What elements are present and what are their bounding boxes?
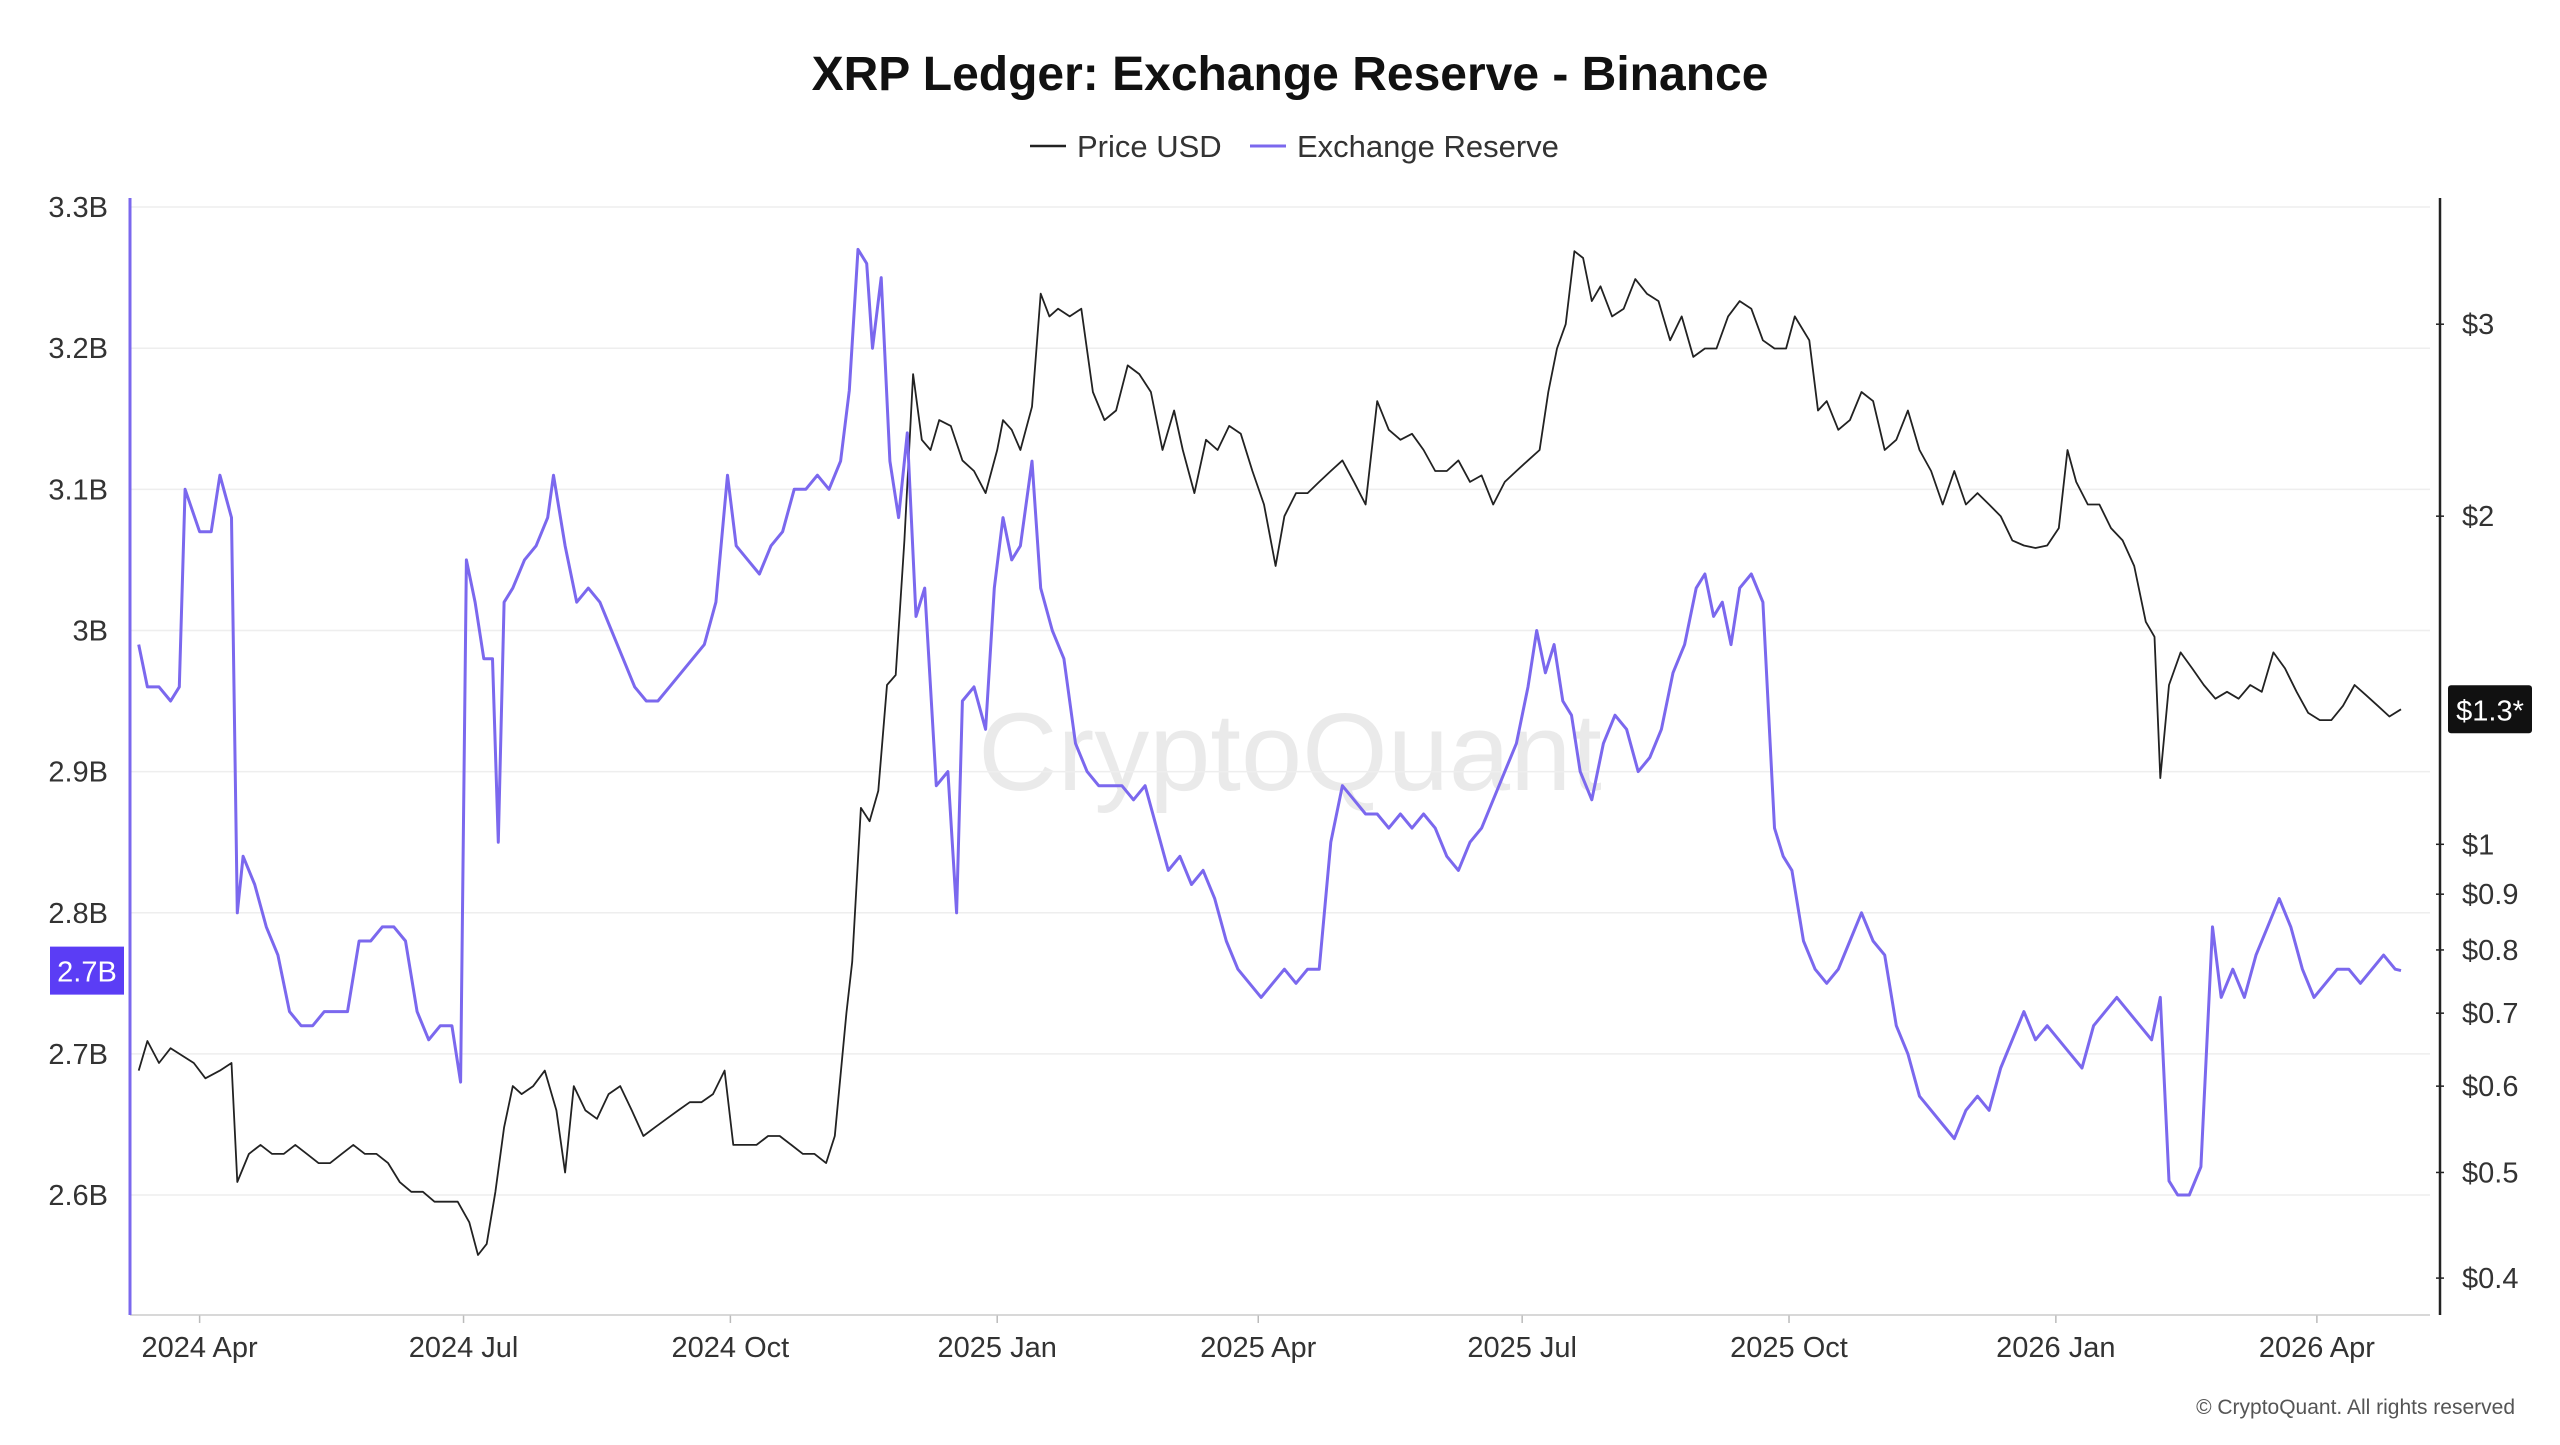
y-left-tick-label: 2.8B (48, 898, 108, 930)
grid (130, 206, 2430, 1196)
x-tick-label: 2026 Apr (2259, 1332, 2375, 1364)
x-tick-label: 2024 Oct (672, 1332, 790, 1364)
y-left-tick-label: 3.2B (48, 333, 108, 365)
y-right-tick-label: $2 (2462, 501, 2494, 533)
y-right-tick-label: $1 (2462, 829, 2494, 861)
y-left-tick-label: 2.6B (48, 1180, 108, 1212)
x-tick-label: 2026 Jan (1996, 1332, 2115, 1364)
x-tick-label: 2025 Oct (1730, 1332, 1848, 1364)
chart-title: XRP Ledger: Exchange Reserve - Binance (812, 48, 1769, 101)
y-left-tick-label: 2.9B (48, 757, 108, 789)
y-right-tick-label: $0.8 (2462, 935, 2518, 967)
value-badges: 2.7B $1.3* (50, 685, 2532, 995)
axes (128, 198, 2444, 1323)
y-left-tick-label: 3B (73, 615, 108, 647)
legend-item-reserve[interactable]: Exchange Reserve (1250, 129, 1559, 164)
y-right-tick-label: $0.6 (2462, 1071, 2518, 1103)
series (137, 247, 2402, 1256)
legend-price-label: Price USD (1077, 129, 1222, 164)
series-line-price-usd (137, 250, 2402, 1256)
y-right-tick-label: $0.5 (2462, 1157, 2518, 1189)
x-tick-label: 2025 Jul (1467, 1332, 1577, 1364)
series-line-exchange-reserve (137, 247, 2402, 1197)
y-right-tick-label: $0.4 (2462, 1263, 2518, 1295)
price-current-value: $1.3* (2456, 695, 2524, 727)
legend-item-price[interactable]: Price USD (1030, 129, 1222, 164)
copyright-text: © CryptoQuant. All rights reserved (2196, 1396, 2515, 1419)
y-left-tick-label: 3.1B (48, 474, 108, 506)
y-right-tick-label: $0.7 (2462, 998, 2518, 1030)
y-right-tick-label: $3 (2462, 309, 2494, 341)
y-right-tick-label: $0.9 (2462, 879, 2518, 911)
y-left-tick-label: 3.3B (48, 192, 108, 224)
legend: Price USD Exchange Reserve (1030, 129, 1559, 164)
reserve-current-badge (50, 946, 124, 995)
x-tick-label: 2024 Apr (142, 1332, 258, 1364)
watermark-logo: CryptoQuant (978, 691, 1602, 814)
x-tick-label: 2024 Jul (409, 1332, 519, 1364)
y-left-tick-label: 2.7B (48, 1039, 108, 1071)
tick-labels: 3.3B 3.2B 3.1B 3B 2.9B 2.8B 2.7B 2.6B $3 $2 $1 $0.9… (48, 192, 2518, 1364)
reserve-current-value: 2.7B (57, 957, 117, 989)
legend-reserve-label: Exchange Reserve (1297, 129, 1559, 164)
x-tick-label: 2025 Apr (1200, 1332, 1316, 1364)
x-tick-label: 2025 Jan (938, 1332, 1057, 1364)
price-current-badge (2448, 685, 2532, 734)
